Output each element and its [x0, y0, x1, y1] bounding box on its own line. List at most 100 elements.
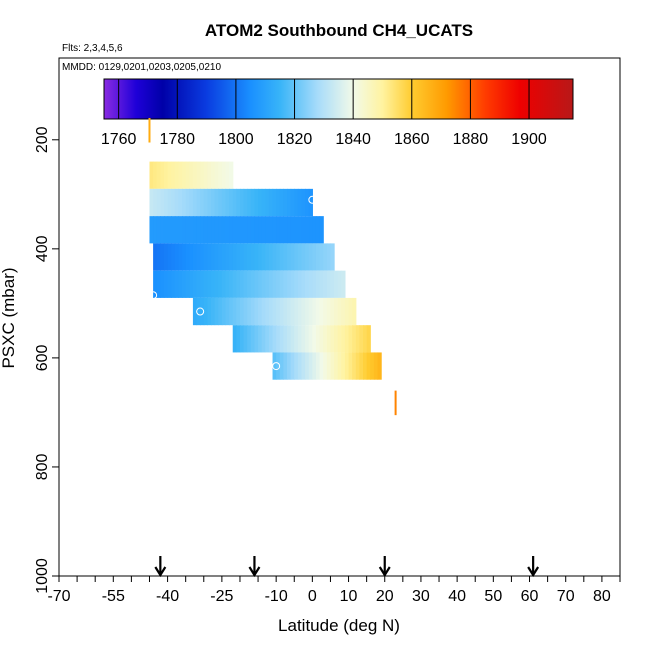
heatmap-cell — [348, 325, 353, 353]
heatmap-cell — [344, 352, 350, 380]
heatmap-cell — [247, 188, 252, 217]
heatmap-cell — [232, 297, 237, 326]
heatmap-cell — [283, 352, 288, 380]
heatmap-cell — [330, 243, 335, 271]
heatmap-cell — [153, 216, 158, 244]
arrow-head — [378, 566, 391, 578]
heatmap-cell — [236, 243, 241, 271]
heatmap-cell — [225, 161, 230, 189]
heatmap-cell — [287, 325, 292, 353]
circle-marker — [272, 362, 281, 371]
latitude-arrow — [248, 556, 261, 578]
heatmap-cell — [279, 188, 284, 217]
heatmap-cell — [192, 188, 198, 217]
heatmap-cell — [189, 270, 194, 298]
heatmap-cell — [352, 297, 357, 326]
heatmap-cell — [312, 325, 317, 353]
heatmap-cell — [359, 325, 364, 353]
heatmap-cell — [261, 216, 266, 244]
heatmap-cell — [308, 243, 313, 271]
colorbar-tick-label: 1780 — [159, 131, 195, 148]
heatmap-cell — [297, 243, 303, 271]
heatmap-cell — [229, 161, 234, 189]
heatmap-cell — [315, 352, 321, 380]
latitude-arrow — [527, 556, 540, 578]
heatmap-cell — [236, 297, 241, 326]
heatmap-cell — [239, 243, 245, 271]
heatmap-cell — [185, 188, 190, 217]
heatmap-cell — [265, 243, 270, 271]
heatmap-cell — [211, 243, 216, 271]
heatmap-cell — [171, 243, 176, 271]
heatmap-cell — [207, 297, 212, 326]
heatmap-cell — [319, 297, 324, 326]
heatmap-cell — [301, 325, 306, 353]
heatmap-cell — [232, 270, 237, 298]
x-tick-label: 20 — [376, 588, 394, 605]
heatmap-cell — [319, 325, 324, 353]
heatmap-cell — [301, 352, 306, 380]
heatmap-cell — [315, 270, 321, 298]
heatmap-cell — [185, 243, 190, 271]
heatmap-cell — [261, 188, 266, 217]
heatmap-cell — [214, 188, 219, 217]
heatmap-cell — [268, 325, 274, 353]
heatmap-cell — [196, 270, 201, 298]
heatmap-cell — [366, 325, 371, 353]
heatmap-cell — [163, 270, 169, 298]
heatmap-cell — [221, 270, 227, 298]
heatmap-cell — [178, 243, 183, 271]
heatmap-cell — [290, 243, 295, 271]
heatmap-cell — [283, 216, 288, 244]
x-tick-label: 0 — [308, 588, 317, 605]
heatmap-cell — [196, 216, 201, 244]
heatmap-cell — [189, 161, 194, 189]
heatmap-cell — [225, 188, 230, 217]
heatmap-cell — [203, 161, 208, 189]
heatmap-cell — [279, 297, 284, 326]
heatmap-cell — [192, 243, 198, 271]
heatmap-cell — [276, 325, 281, 353]
heatmap-cell — [315, 216, 321, 244]
heatmap-cell — [272, 325, 277, 353]
heatmap-cell — [279, 352, 284, 380]
heatmap-cell — [149, 216, 154, 244]
heatmap-cell — [174, 216, 180, 244]
heatmap-cell — [236, 325, 241, 353]
heatmap-cell — [261, 297, 266, 326]
heatmap-cell — [171, 216, 176, 244]
heatmap-cell — [225, 297, 230, 326]
heatmap-cell — [258, 188, 263, 217]
heatmap-cell — [283, 297, 288, 326]
heatmap-cell — [247, 270, 252, 298]
heatmap-cell — [218, 216, 223, 244]
heatmap-cell — [276, 188, 281, 217]
heatmap-cell — [344, 325, 350, 353]
heatmap-cell — [373, 352, 379, 380]
heatmap-cell — [326, 270, 332, 298]
heatmap-cell — [287, 243, 292, 271]
heatmap-cell — [236, 270, 241, 298]
heatmap-cell — [207, 243, 212, 271]
heatmap-cell — [160, 216, 165, 244]
heatmap-cell — [250, 325, 256, 353]
colorbar-tick-label: 1880 — [453, 131, 489, 148]
heatmap-cell — [265, 297, 270, 326]
heatmap-cell — [239, 188, 245, 217]
arrow-head — [154, 566, 167, 578]
heatmap-cell — [294, 243, 299, 271]
heatmap-cell — [247, 297, 252, 326]
heatmap-cell — [211, 270, 216, 298]
heatmap-cell — [261, 270, 266, 298]
latitude-arrow — [154, 556, 167, 578]
heatmap-cell — [326, 352, 332, 380]
heatmap-cell — [341, 297, 346, 326]
heatmap-cell — [221, 243, 227, 271]
heatmap-cell — [268, 297, 274, 326]
heatmap-cell — [258, 325, 263, 353]
heatmap-cell — [225, 270, 230, 298]
colorbar-tick-label: 1760 — [101, 131, 137, 148]
heatmap-cell — [272, 297, 277, 326]
heatmap-cell — [254, 216, 259, 244]
heatmap-cell — [276, 243, 281, 271]
